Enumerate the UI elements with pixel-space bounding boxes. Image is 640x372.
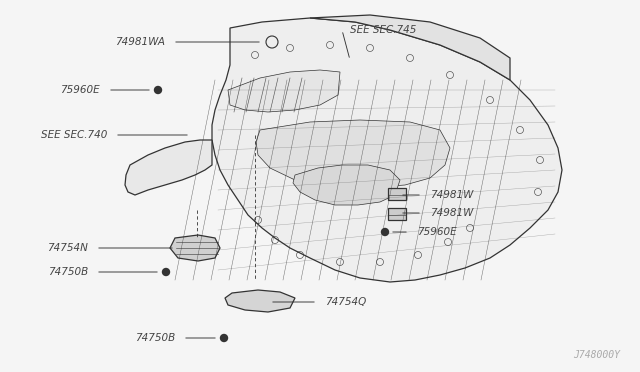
Polygon shape <box>310 15 510 80</box>
Text: 74981WA: 74981WA <box>115 37 165 47</box>
Polygon shape <box>212 18 562 282</box>
Text: 74750B: 74750B <box>135 333 175 343</box>
Text: 74750B: 74750B <box>48 267 88 277</box>
FancyBboxPatch shape <box>388 188 406 200</box>
Circle shape <box>381 228 388 235</box>
Circle shape <box>163 269 170 276</box>
Text: 74754Q: 74754Q <box>325 297 366 307</box>
Text: 74981W: 74981W <box>430 190 474 200</box>
Polygon shape <box>293 165 400 205</box>
Text: SEE SEC.740: SEE SEC.740 <box>40 130 107 140</box>
Polygon shape <box>225 290 295 312</box>
FancyBboxPatch shape <box>388 208 406 220</box>
Text: 74981W: 74981W <box>430 208 474 218</box>
Text: J748000Y: J748000Y <box>573 350 620 360</box>
Text: SEE SEC.745: SEE SEC.745 <box>350 25 417 35</box>
Circle shape <box>154 87 161 93</box>
Polygon shape <box>125 140 212 195</box>
Polygon shape <box>228 70 340 112</box>
Circle shape <box>221 334 227 341</box>
Polygon shape <box>256 120 450 188</box>
Text: 74754N: 74754N <box>47 243 88 253</box>
Text: 75960E: 75960E <box>417 227 456 237</box>
Text: 75960E: 75960E <box>60 85 100 95</box>
Polygon shape <box>170 235 220 261</box>
